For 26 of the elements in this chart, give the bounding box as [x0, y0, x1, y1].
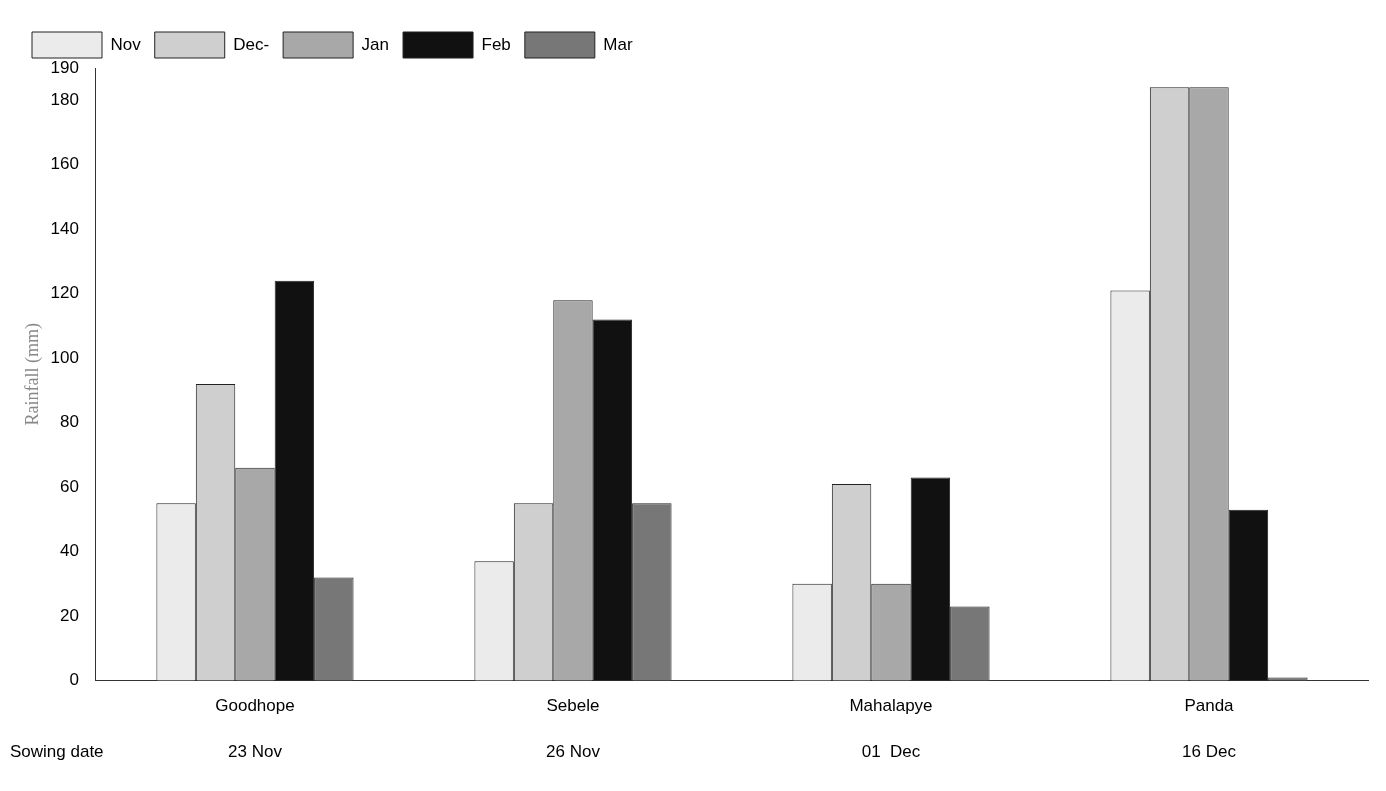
y-tick-label: 20	[60, 605, 79, 625]
legend-label: Mar	[603, 34, 633, 54]
legend-label: Jan	[361, 34, 390, 54]
y-tick-label: 0	[69, 670, 79, 690]
y-tick-label: 120	[50, 283, 79, 303]
y-tick-label: 60	[60, 476, 79, 496]
y-axis-title: Rainfall (mm)	[21, 323, 43, 426]
y-tick-label: 190	[50, 57, 79, 77]
legend-label: Dec-	[233, 34, 270, 54]
text: 01 Dec	[861, 742, 921, 762]
text: 16 Dec	[1182, 742, 1237, 762]
text: Sowing date	[10, 742, 104, 762]
legend-label: Nov	[110, 34, 142, 54]
y-tick-label: 180	[50, 89, 79, 109]
x-tick-label: Goodhope	[215, 696, 295, 716]
x-tick-label: Sebele	[546, 696, 600, 716]
y-tick-label: 160	[50, 154, 79, 174]
x-tick-label: Mahalapye	[849, 696, 933, 716]
text: 26 Nov	[546, 742, 601, 762]
x-tick-label: Panda	[1184, 696, 1235, 716]
y-tick-label: 80	[60, 412, 79, 432]
y-tick-label: 40	[60, 541, 79, 561]
legend-label: Feb	[481, 34, 511, 54]
y-tick-label: 100	[50, 347, 79, 367]
y-tick-label: 140	[50, 218, 79, 238]
text: 23 Nov	[228, 742, 283, 762]
